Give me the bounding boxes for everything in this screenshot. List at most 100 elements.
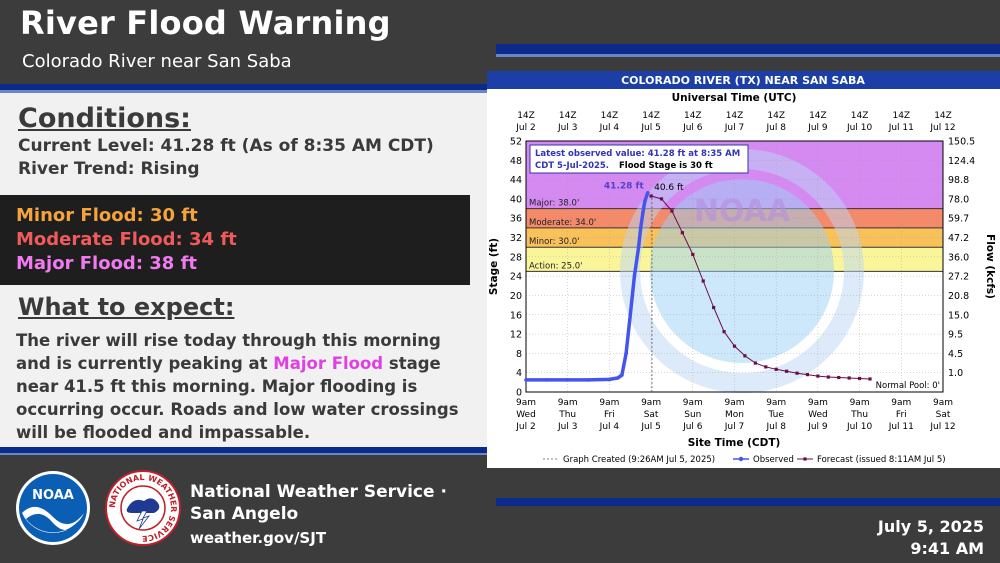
observed-point: [645, 190, 650, 195]
cdt-tick-date: Jul 3: [557, 422, 577, 432]
forecast-point: [805, 373, 810, 377]
cdt-tick-hour: 9am: [850, 398, 870, 408]
forecast-point: [826, 375, 830, 379]
utc-tick-hour: 14Z: [684, 111, 702, 121]
flood-band-label: Action: 25.0': [529, 261, 582, 271]
y2-tick-label: 150.5: [948, 137, 975, 148]
utc-tick-hour: 14Z: [809, 111, 827, 121]
observed-point: [624, 351, 628, 356]
expect-heading: What to expect:: [18, 293, 235, 321]
normal-pool-label: Normal Pool: 0': [876, 381, 940, 391]
y-axis-label: Stage (ft): [488, 238, 500, 295]
utc-tick-hour: 14Z: [767, 111, 785, 121]
page-subtitle: Colorado River near San Saba: [22, 51, 292, 72]
y2-tick-label: 98.8: [948, 175, 969, 186]
header-bar: River Flood Warning Colorado River near …: [0, 0, 1000, 84]
major-flood-level: Major Flood: 38 ft: [16, 253, 198, 274]
forecast-peak-label: 40.6 ft: [654, 183, 684, 193]
chart-bottom-stripe: [496, 498, 1000, 506]
y2-tick-label: 124.4: [948, 156, 975, 167]
cdt-tick-date: Jul 7: [724, 422, 744, 432]
cdt-tick-hour: 9am: [599, 398, 619, 408]
minor-flood-level: Minor Flood: 30 ft: [16, 205, 198, 226]
cdt-tick-day: Thu: [558, 410, 576, 420]
y2-tick-label: 36.0: [948, 252, 969, 263]
flood-band-label: Minor: 30.0': [529, 237, 579, 247]
y-tick-label: 24: [510, 272, 522, 283]
forecast-point: [649, 194, 653, 198]
y-tick-label: 12: [510, 330, 522, 341]
info-box: [529, 144, 749, 174]
issue-time: 9:41 AM: [910, 539, 984, 558]
forecast-point: [868, 377, 872, 381]
cdt-tick-hour: 9am: [516, 398, 536, 408]
cdt-tick-day: Sun: [684, 410, 701, 420]
watermark-noaa: NOAA: [694, 194, 791, 229]
cdt-tick-day: Mon: [725, 410, 744, 420]
hydrograph-chart: COLORADO RIVER (TX) NEAR SAN SABA Univers…: [487, 71, 1000, 468]
y2-tick-label: 59.7: [948, 214, 969, 225]
observed-point: [620, 373, 624, 377]
cdt-tick-hour: 9am: [683, 398, 703, 408]
forecast-point: [712, 305, 716, 310]
y2-tick-label: 9.5: [948, 330, 963, 341]
cdt-tick-date: Jul 4: [599, 422, 620, 432]
cdt-tick-date: Jul 11: [888, 422, 914, 432]
office-url[interactable]: weather.gov/SJT: [190, 529, 327, 547]
observed-point: [638, 226, 643, 230]
observed-point: [607, 377, 612, 382]
chart-top-stripe-light: [496, 54, 1000, 57]
forecast-point: [837, 375, 841, 380]
y-tick-label: 8: [516, 349, 522, 360]
utc-tick-date: Jul 10: [846, 123, 872, 133]
cdt-tick-day: Sat: [936, 410, 951, 420]
chart-title: COLORADO RIVER (TX) NEAR SAN SABA: [621, 74, 865, 87]
y-tick-label: 28: [510, 252, 522, 263]
expect-text: The river will rise today through this m…: [16, 329, 476, 444]
observed-point: [615, 376, 620, 380]
flood-band-label: Major: 38.0': [529, 199, 579, 209]
info-box-line2b: Flood Stage is 30 ft: [619, 161, 713, 171]
cdt-tick-hour: 9am: [724, 398, 744, 408]
cdt-tick-day: Fri: [604, 410, 615, 420]
utc-tick-hour: 14Z: [559, 111, 577, 121]
cdt-tick-date: Jul 8: [765, 422, 786, 432]
observed-point: [640, 211, 645, 216]
utc-tick-hour: 14Z: [601, 111, 619, 121]
y-tick-label: 40: [510, 194, 522, 205]
y-tick-label: 52: [510, 137, 522, 148]
forecast-point: [701, 279, 705, 283]
conditions-heading: Conditions:: [18, 103, 191, 134]
noaa-logo-icon: NOAA: [16, 471, 90, 545]
forecast-point: [764, 365, 768, 369]
cdt-tick-hour: 9am: [641, 398, 661, 408]
cdt-tick-hour: 9am: [766, 398, 786, 408]
forecast-point: [659, 197, 664, 201]
header-stripe: [0, 84, 500, 90]
utc-tick-date: Jul 4: [599, 123, 620, 133]
legend-forecast: Forecast (issued 8:11AM Jul 5): [817, 455, 946, 465]
observed-point: [636, 245, 641, 249]
forecast-point: [722, 330, 726, 334]
cdt-tick-date: Jul 2: [515, 422, 535, 432]
cdt-tick-day: Sat: [644, 410, 659, 420]
utc-tick-hour: 14Z: [517, 111, 535, 121]
forecast-point: [785, 369, 789, 373]
observed-point: [586, 378, 591, 382]
utc-tick-date: Jul 8: [765, 123, 786, 133]
utc-tick-date: Jul 3: [557, 123, 577, 133]
flood-levels-box: Minor Flood: 30 ft Moderate Flood: 34 ft…: [0, 195, 470, 285]
y2-tick-label: 27.2: [948, 272, 969, 283]
y-tick-label: 36: [510, 214, 522, 225]
footer-stripe: [0, 447, 500, 453]
cdt-tick-date: Jul 10: [846, 422, 872, 432]
y2-axis-label: Flow (kcfs): [984, 234, 996, 299]
issue-datetime: July 5, 2025 9:41 AM: [878, 516, 984, 560]
y-tick-label: 48: [510, 156, 522, 167]
observed-point: [565, 378, 570, 382]
observed-point: [524, 378, 528, 382]
forecast-point: [816, 374, 820, 378]
cdt-tick-day: Tue: [768, 410, 785, 420]
footer-stripe-light: [0, 453, 500, 456]
utc-tick-date: Jul 7: [724, 123, 744, 133]
